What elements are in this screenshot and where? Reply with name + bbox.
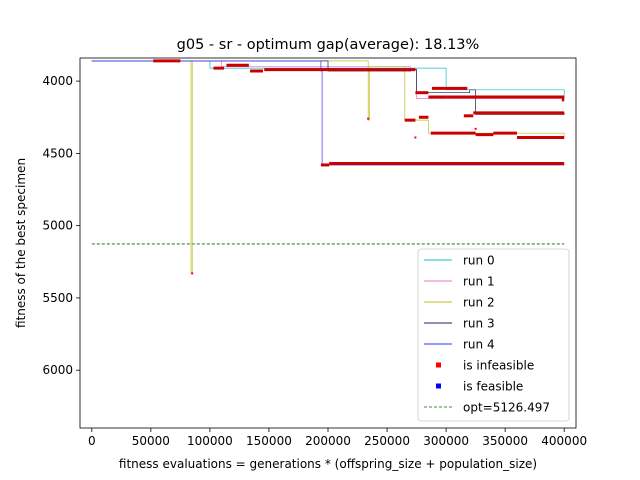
legend-entry: run 4	[424, 338, 495, 352]
y-axis-ticks: 4000 4500 5000 5500 6000	[42, 74, 80, 377]
legend-entry: run 1	[424, 275, 495, 289]
legend-label: run 3	[463, 317, 495, 331]
infeasible-marker-point	[191, 272, 194, 275]
y-tick-label: 6000	[42, 363, 73, 377]
legend-swatch	[436, 362, 441, 368]
x-tick-label: 200000	[305, 434, 351, 448]
x-axis-label: fitness evaluations = generations * (off…	[119, 457, 537, 471]
legend-label: run 1	[463, 275, 495, 289]
y-tick-label: 4000	[42, 74, 73, 88]
y-tick-label: 5500	[42, 291, 73, 305]
x-tick-label: 250000	[364, 434, 410, 448]
x-tick-label: 350000	[482, 434, 528, 448]
infeasible-marker-point	[367, 117, 370, 120]
legend-entry: run 3	[424, 317, 495, 331]
y-axis-label: fitness of the best specimen	[14, 158, 28, 328]
legend-swatch	[436, 383, 441, 389]
x-tick-label: 50000	[132, 434, 170, 448]
legend-label: opt=5126.497	[463, 401, 550, 415]
infeasible-marker-point	[474, 127, 477, 130]
legend-entry: run 2	[424, 296, 495, 310]
marker-layer	[153, 59, 565, 275]
series-line-run-2	[91, 60, 565, 274]
x-tick-label: 0	[88, 434, 96, 448]
legend-label: run 0	[463, 254, 495, 268]
legend-entry: is feasible	[436, 380, 523, 394]
infeasible-marker-point	[414, 136, 417, 139]
legend-entry: run 0	[424, 254, 495, 268]
legend-label: is infeasible	[463, 359, 534, 373]
legend: run 0 run 1 run 2 run 3 run 4 is infeasible is…	[417, 248, 570, 422]
legend-label: run 2	[463, 296, 495, 310]
legend-entry: is infeasible	[436, 359, 534, 373]
y-tick-label: 5000	[42, 219, 73, 233]
legend-box	[417, 248, 570, 422]
chart-title: g05 - sr - optimum gap(average): 18.13%	[177, 37, 480, 53]
x-axis-ticks: 0 50000 100000 150000 200000 250000 300000 3500…	[88, 428, 587, 448]
x-tick-label: 300000	[423, 434, 469, 448]
x-tick-label: 400000	[541, 434, 587, 448]
x-tick-label: 150000	[246, 434, 292, 448]
y-tick-label: 4500	[42, 146, 73, 160]
legend-label: is feasible	[463, 380, 523, 394]
x-tick-label: 100000	[187, 434, 233, 448]
legend-entry: opt=5126.497	[424, 401, 550, 415]
legend-label: run 4	[463, 338, 495, 352]
